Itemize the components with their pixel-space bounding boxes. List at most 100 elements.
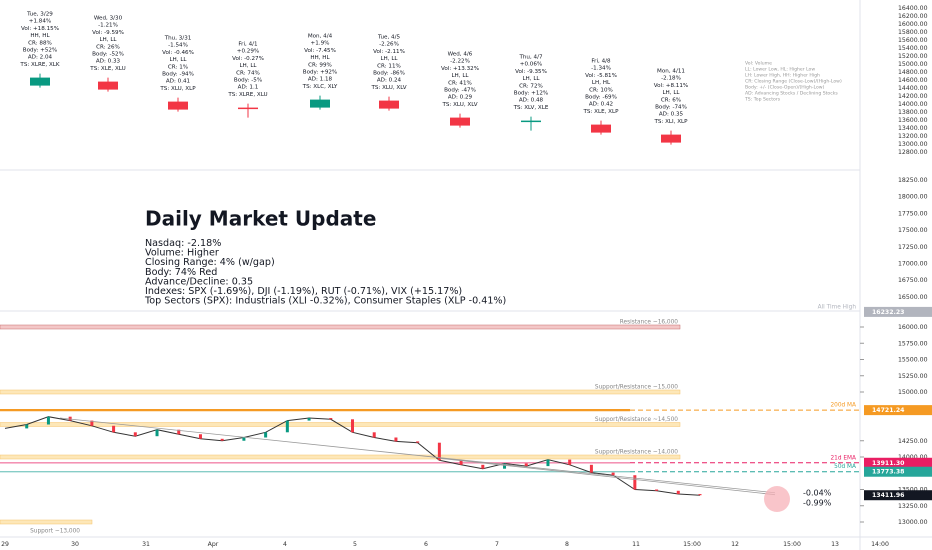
- update-line: Volume: Higher: [145, 248, 219, 259]
- day-note: AD: 0.33: [96, 59, 121, 65]
- day-note: -1.34%: [591, 66, 611, 72]
- axis-label: 16000.00: [898, 21, 928, 28]
- candle: [155, 429, 159, 437]
- axis-label: 13000.00: [898, 141, 928, 148]
- axis-label: 15400.00: [898, 45, 928, 52]
- day-note: Body: +12%: [514, 91, 549, 97]
- axis-label: 16200.00: [898, 13, 928, 20]
- day-note: Tue, 4/5: [377, 35, 401, 41]
- price-tag-label: 13773.38: [872, 469, 905, 476]
- axis-label: 14200.00: [898, 93, 928, 100]
- axis-label: 17500.00: [898, 227, 928, 234]
- x-label: 30: [71, 541, 79, 548]
- update-title: Daily Market Update: [145, 207, 376, 231]
- day-note: Mon, 4/11: [657, 69, 685, 75]
- candle: [661, 134, 681, 143]
- day-note: CR: 11%: [377, 63, 401, 69]
- day-note: LH, LL: [239, 63, 257, 69]
- x-label: 6: [424, 541, 428, 548]
- day-note: LH, LL: [380, 56, 398, 62]
- price-tag: [864, 466, 932, 477]
- day-note: Body: +52%: [23, 48, 58, 54]
- day-note: TS: XLU, XLV: [441, 102, 477, 108]
- day-note: CR: 99%: [308, 62, 332, 68]
- legend-note: TS: Top Sectors: [744, 97, 781, 103]
- day-note: AD: 2.04: [28, 55, 53, 61]
- price-tag: [864, 405, 932, 416]
- tag-name: 21d EMA: [830, 455, 856, 461]
- candle: [30, 77, 50, 86]
- day-note: TS: XLU, XLV: [370, 85, 406, 91]
- day-note: AD: 0.24: [377, 78, 402, 84]
- candle: [46, 416, 50, 425]
- day-note: LH, LL: [99, 37, 117, 43]
- update-line: Advance/Decline: 0.35: [145, 276, 253, 287]
- highlight: [764, 486, 790, 512]
- candle: [676, 490, 680, 495]
- x-label: 4: [283, 541, 287, 548]
- axis-label: 16500.00: [898, 294, 928, 301]
- zone: [0, 519, 93, 525]
- tag-name: 50d MA: [834, 464, 856, 470]
- update-line: Top Sectors (SPX): Industrials (XLI -0.3…: [144, 296, 506, 307]
- axis-label: 14000.00: [898, 101, 928, 108]
- day-note: Body: +92%: [303, 70, 338, 76]
- axis-label: 14000.00: [898, 454, 928, 461]
- update-line: Nasdaq: -2.18%: [145, 238, 221, 249]
- day-note: Tue, 3/29: [26, 12, 53, 18]
- candle: [546, 459, 550, 467]
- zone-label: Support/Resistance ~14,000: [595, 450, 678, 456]
- day-note: -1.21%: [98, 23, 118, 29]
- day-note: Fri, 4/1: [238, 42, 258, 48]
- axis-label: 14800.00: [898, 69, 928, 76]
- candle: [285, 420, 289, 433]
- candle: [450, 117, 470, 126]
- zone-label: Resistance ~16,000: [620, 320, 679, 326]
- candle: [307, 418, 311, 421]
- trendline: [59, 417, 776, 494]
- legend-note: Body: +/- (Close-Open)/(High-Low): [745, 85, 825, 91]
- x-label: 12: [731, 541, 739, 548]
- candle: [591, 124, 611, 133]
- update-line: Closing Range: 4% (w/gap): [145, 257, 275, 268]
- candle: [98, 81, 118, 90]
- price-tag-label: 13911.30: [872, 460, 905, 467]
- candle: [177, 429, 181, 435]
- zone-label: Support ~13,000: [30, 529, 80, 535]
- day-note: CR: 41%: [448, 80, 472, 86]
- candle: [459, 460, 463, 465]
- x-label: Apr: [208, 541, 219, 548]
- price-tag: [864, 457, 932, 468]
- legend-note: AD: Advancing Stocks / Declining Stocks: [745, 91, 838, 97]
- axis-label: 15200.00: [898, 53, 928, 60]
- axis-label: 16750.00: [898, 277, 928, 284]
- day-note: LH, HL: [592, 80, 611, 86]
- day-note: Vol: -0.27%: [232, 56, 264, 62]
- candle: [329, 418, 333, 420]
- day-note: Vol: -9.59%: [92, 30, 124, 36]
- legend-note: LH: Lower High, HH: Higher High: [745, 73, 820, 79]
- day-note: CR: 26%: [96, 44, 120, 50]
- x-label: 11: [632, 541, 640, 548]
- candle: [521, 120, 541, 123]
- day-note: CR: 74%: [236, 70, 260, 76]
- candle: [310, 99, 330, 108]
- x-label: 29: [1, 541, 9, 548]
- day-note: CR: 10%: [589, 87, 613, 93]
- candle: [112, 425, 116, 433]
- day-note: HH, HL: [310, 55, 330, 61]
- axis-label: 13800.00: [898, 109, 928, 116]
- day-note: CR: 6%: [661, 97, 681, 103]
- candle: [698, 494, 702, 496]
- day-note: Vol: -2.11%: [373, 49, 405, 55]
- day-note: Vol: +13.32%: [441, 66, 479, 72]
- candle: [133, 432, 137, 437]
- x-label: 7: [495, 541, 499, 548]
- candle: [524, 463, 528, 467]
- day-note: AD: 0.29: [448, 95, 473, 101]
- day-note: Fri, 4/8: [591, 59, 611, 65]
- axis-label: 15500.00: [898, 357, 928, 364]
- zone: [0, 324, 681, 330]
